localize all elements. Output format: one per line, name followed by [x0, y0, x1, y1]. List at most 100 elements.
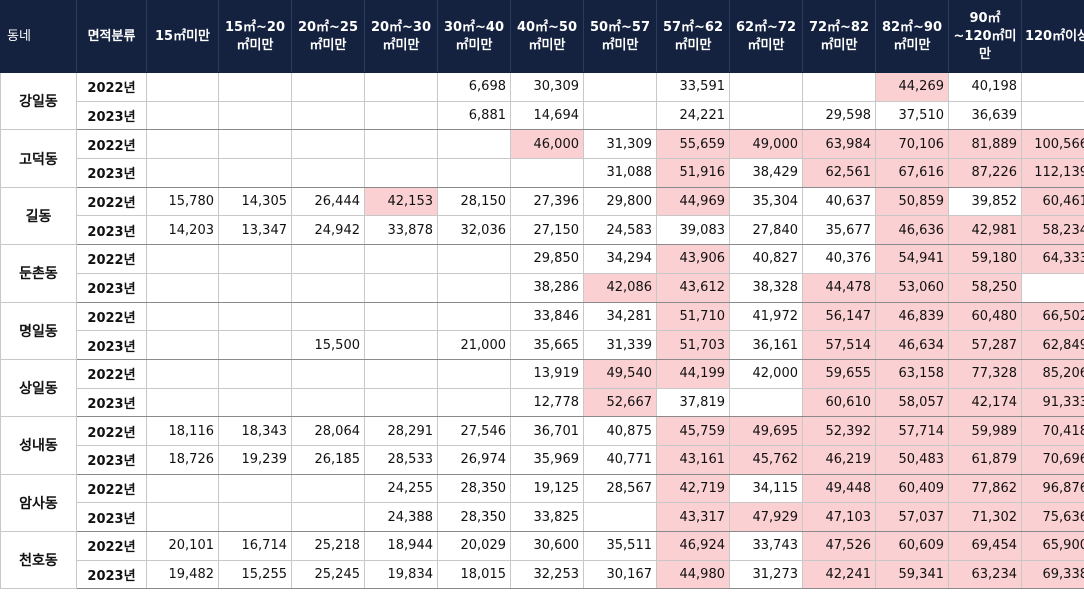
year-cell: 2022년 [76, 301, 147, 332]
value-cell: 30,600 [510, 531, 584, 561]
value-cell: 69,454 [948, 531, 1022, 561]
value-cell: 59,989 [948, 416, 1022, 446]
value-cell: 55,659 [656, 129, 730, 160]
value-cell: 40,637 [802, 186, 876, 217]
value-cell: 57,037 [875, 502, 949, 532]
dong-cell: 암사동 [0, 473, 77, 533]
value-cell: 70,418 [1021, 416, 1084, 446]
value-cell: 18,944 [364, 531, 438, 561]
year-cell: 2023년 [76, 215, 147, 246]
value-cell: 33,825 [510, 502, 584, 532]
value-cell: 24,583 [583, 215, 657, 246]
value-cell [291, 502, 365, 532]
table-row: 암사동 2022년 24,255 28,350 19,125 28,567 42,719 34… [0, 473, 1084, 533]
value-cell: 46,219 [802, 444, 876, 475]
value-cell [291, 473, 365, 504]
year-cell: 2023년 [76, 387, 147, 418]
value-cell [291, 301, 365, 332]
value-cell: 40,771 [583, 444, 657, 475]
table-row: 2023년 24,388 28,350 33,825 43,317 47,929 47,10… [1, 502, 1084, 532]
value-cell [291, 129, 365, 160]
value-cell: 60,610 [802, 387, 876, 418]
value-cell: 33,878 [364, 215, 438, 246]
value-cell: 51,916 [656, 158, 730, 188]
dong-cell: 명일동 [0, 301, 77, 360]
value-cell: 65,900 [1021, 531, 1084, 561]
value-cell: 42,086 [583, 272, 657, 303]
value-cell [729, 72, 803, 102]
dong-cell: 둔촌동 [0, 244, 77, 303]
value-cell: 30,167 [583, 559, 657, 590]
value-cell: 47,103 [802, 502, 876, 532]
value-cell [291, 244, 365, 274]
value-cell: 31,273 [729, 559, 803, 590]
value-cell [146, 272, 219, 303]
value-cell: 33,846 [510, 301, 584, 332]
value-cell [146, 72, 219, 102]
value-cell [218, 387, 292, 418]
value-cell: 26,444 [291, 186, 365, 217]
year-cell: 2023년 [76, 158, 147, 188]
value-cell: 34,115 [729, 473, 803, 504]
value-cell: 44,980 [656, 559, 730, 590]
value-cell [218, 129, 292, 160]
value-cell: 57,714 [875, 416, 949, 446]
value-cell: 57,287 [948, 330, 1022, 360]
value-cell: 45,762 [729, 444, 803, 475]
value-cell [437, 387, 511, 418]
table-row: 2023년 19,482 15,255 25,245 19,834 18,015 32,25… [1, 559, 1084, 590]
value-cell [218, 301, 292, 332]
header-dong: 동네 [0, 0, 77, 73]
value-cell: 28,350 [437, 502, 511, 532]
value-cell [218, 158, 292, 188]
value-cell [146, 129, 219, 160]
value-cell: 27,396 [510, 186, 584, 217]
column-header: 15㎡~20㎡미만 [218, 0, 292, 73]
value-cell: 43,161 [656, 444, 730, 475]
value-cell [729, 100, 803, 131]
value-cell: 24,388 [364, 502, 438, 532]
year-cell: 2022년 [76, 473, 147, 504]
value-cell: 14,694 [510, 100, 584, 131]
value-cell [218, 72, 292, 102]
value-cell: 24,942 [291, 215, 365, 246]
value-cell: 91,333 [1021, 387, 1084, 418]
column-header: 50㎡~57㎡미만 [583, 0, 657, 73]
year-cell: 2023년 [76, 100, 147, 131]
value-cell: 66,502 [1021, 301, 1084, 332]
column-header: 40㎡~50㎡미만 [510, 0, 584, 73]
value-cell: 43,906 [656, 244, 730, 274]
value-cell: 64,333 [1021, 244, 1084, 274]
table-row: 상일동 2022년 13,919 49,540 44,199 42,000 59,655 63… [0, 358, 1084, 418]
value-cell: 18,116 [146, 416, 219, 446]
table-row: 2023년 14,203 13,347 24,942 33,878 32,036 27,15… [1, 215, 1084, 246]
value-cell [583, 502, 657, 532]
value-cell [146, 244, 219, 274]
value-cell: 42,719 [656, 473, 730, 504]
value-cell [583, 72, 657, 102]
value-cell: 6,698 [437, 72, 511, 102]
value-cell: 28,350 [437, 473, 511, 504]
value-cell [1021, 100, 1084, 131]
value-cell [364, 301, 438, 332]
column-header: 20㎡~30㎡미만 [364, 0, 438, 73]
value-cell: 47,526 [802, 531, 876, 561]
column-header: 82㎡~90㎡미만 [875, 0, 949, 73]
value-cell: 49,000 [729, 129, 803, 160]
year-cell: 2022년 [76, 244, 147, 274]
value-cell: 44,478 [802, 272, 876, 303]
dong-cell: 길동 [0, 186, 77, 246]
year-cell: 2022년 [76, 416, 147, 446]
value-cell: 36,701 [510, 416, 584, 446]
value-cell [510, 158, 584, 188]
value-cell: 12,778 [510, 387, 584, 418]
year-cell: 2023년 [76, 444, 147, 475]
value-cell: 62,849 [1021, 330, 1084, 360]
year-cell: 2023년 [76, 559, 147, 590]
value-cell: 61,879 [948, 444, 1022, 475]
value-cell: 59,180 [948, 244, 1022, 274]
value-cell [291, 72, 365, 102]
value-cell: 29,598 [802, 100, 876, 131]
table-row: 길동 2022년 15,780 14,305 26,444 42,153 28,150 27,… [0, 186, 1084, 246]
